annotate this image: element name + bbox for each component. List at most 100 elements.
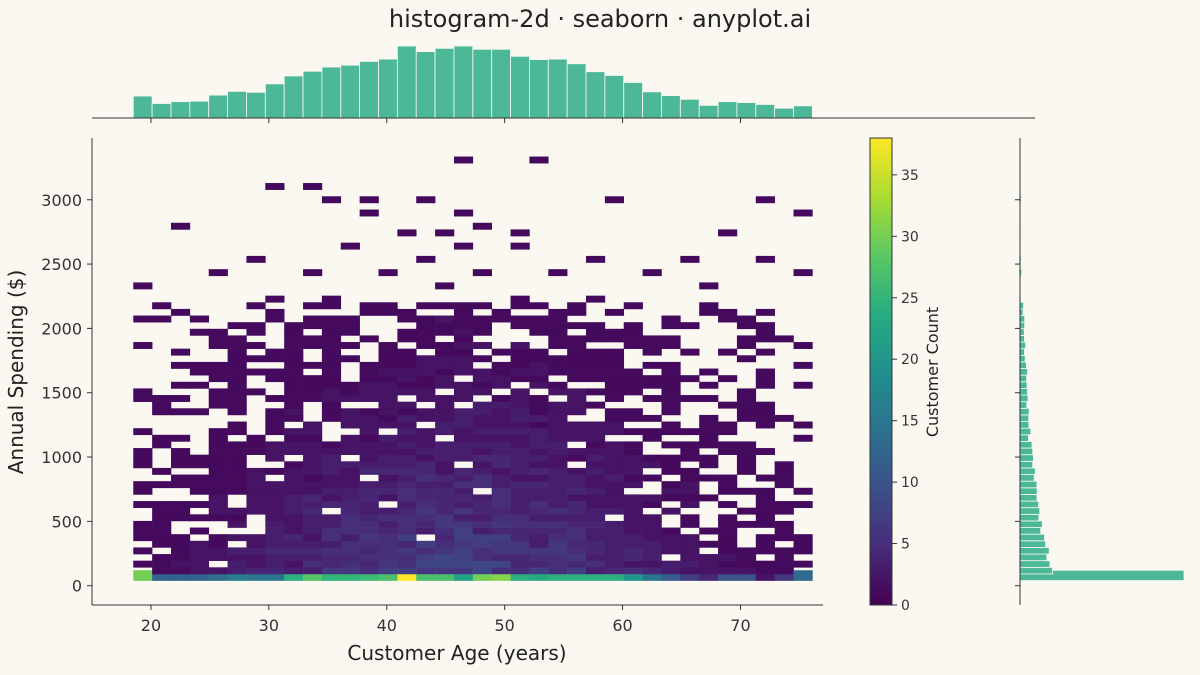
heatmap-cell (379, 388, 398, 395)
heatmap-cell (284, 441, 303, 448)
heatmap-cell (152, 302, 171, 309)
heatmap-cell (624, 302, 643, 309)
heatmap-cell (511, 375, 530, 382)
right-marginal-bar (1020, 481, 1037, 488)
heatmap-cell (454, 157, 473, 164)
heatmap-cell (303, 468, 322, 475)
heatmap-cell (492, 501, 511, 508)
heatmap-cell (624, 448, 643, 455)
heatmap-cell (435, 501, 454, 508)
heatmap-cell (492, 488, 511, 495)
heatmap-cell (661, 508, 680, 515)
right-marginal-bar (1020, 475, 1034, 482)
heatmap-cell (511, 369, 530, 376)
heatmap-cell (322, 369, 341, 376)
heatmap-cell (529, 316, 548, 323)
top-marginal-bar (680, 99, 699, 118)
heatmap-cell (228, 342, 247, 349)
heatmap-cell (209, 342, 228, 349)
heatmap-cell (209, 375, 228, 382)
heatmap-cell (397, 494, 416, 501)
heatmap-cell (643, 461, 662, 468)
heatmap-cells (133, 157, 812, 581)
heatmap-cell (284, 528, 303, 535)
heatmap-cell (756, 375, 775, 382)
heatmap-cell (379, 362, 398, 369)
heatmap-cell (246, 554, 265, 561)
heatmap-cell (322, 561, 341, 568)
heatmap-cell (133, 388, 152, 395)
heatmap-cell (284, 534, 303, 541)
heatmap-cell (303, 322, 322, 329)
heatmap-cell (737, 402, 756, 409)
heatmap-cell (322, 468, 341, 475)
heatmap-cell (511, 494, 530, 501)
heatmap-cell (699, 567, 718, 574)
heatmap-cell (416, 316, 435, 323)
top-marginal-bar (303, 71, 322, 118)
heatmap-cell (265, 296, 284, 303)
heatmap-cell (341, 561, 360, 568)
heatmap-cell (605, 541, 624, 548)
heatmap-cell (643, 528, 662, 535)
heatmap-cell (265, 441, 284, 448)
top-marginal-bar (661, 96, 680, 118)
heatmap-cell (435, 382, 454, 389)
heatmap-cell (435, 541, 454, 548)
heatmap-cell (265, 468, 284, 475)
heatmap-cell (397, 428, 416, 435)
heatmap-cell (567, 488, 586, 495)
heatmap-cell (284, 448, 303, 455)
heatmap-cell (284, 514, 303, 521)
heatmap-cell (322, 302, 341, 309)
heatmap-cell (624, 369, 643, 376)
heatmap-cell (454, 547, 473, 554)
heatmap-cell (152, 316, 171, 323)
heatmap-cell (605, 428, 624, 435)
heatmap-cell (605, 335, 624, 342)
heatmap-cell (454, 210, 473, 217)
heatmap-cell (303, 508, 322, 515)
heatmap-cell (567, 388, 586, 395)
heatmap-cell (360, 534, 379, 541)
heatmap-cell (416, 382, 435, 389)
heatmap-cell (341, 329, 360, 336)
top-marginal-bar (284, 76, 303, 118)
heatmap-cell (303, 375, 322, 382)
heatmap-cell (567, 375, 586, 382)
heatmap-cell (171, 382, 190, 389)
top-marginal-bar (511, 56, 530, 118)
heatmap-cell (624, 475, 643, 482)
heatmap-cell (322, 349, 341, 356)
heatmap-cell (586, 335, 605, 342)
heatmap-cell (548, 422, 567, 429)
heatmap-cell (454, 508, 473, 515)
x-tick-label: 40 (377, 616, 397, 635)
heatmap-cell (511, 415, 530, 422)
heatmap-cell (718, 567, 737, 574)
heatmap-cell (265, 508, 284, 515)
heatmap-cell (416, 554, 435, 561)
heatmap-cell (624, 441, 643, 448)
heatmap-cell (794, 435, 813, 442)
heatmap-cell (492, 349, 511, 356)
heatmap-cell (303, 342, 322, 349)
heatmap-cell (643, 435, 662, 442)
heatmap-cell (360, 375, 379, 382)
heatmap-cell (341, 494, 360, 501)
heatmap-cell (643, 567, 662, 574)
heatmap-cell (624, 428, 643, 435)
heatmap-cell (397, 508, 416, 515)
heatmap-cell (379, 422, 398, 429)
heatmap-cell (775, 534, 794, 541)
heatmap-cell (473, 329, 492, 336)
right-marginal-bar (1020, 435, 1028, 442)
heatmap-cell (775, 335, 794, 342)
heatmap-cell (454, 382, 473, 389)
heatmap-cell (756, 408, 775, 415)
heatmap-cell (416, 528, 435, 535)
heatmap-cell (737, 448, 756, 455)
heatmap-cell (379, 375, 398, 382)
heatmap-cell (435, 547, 454, 554)
